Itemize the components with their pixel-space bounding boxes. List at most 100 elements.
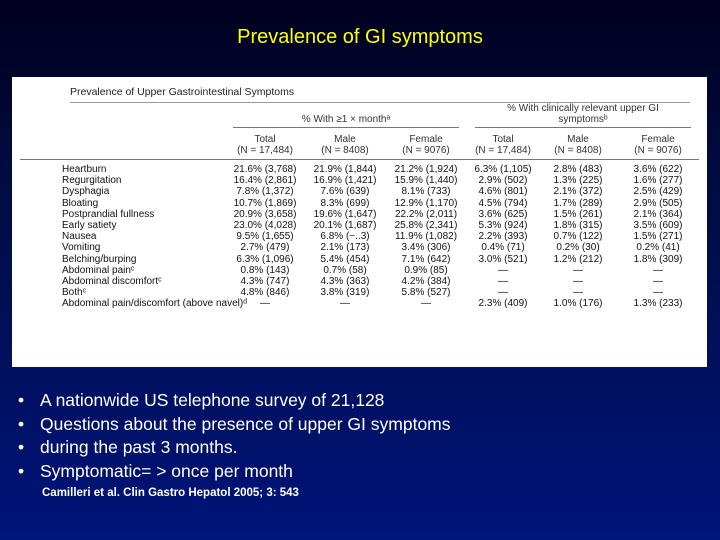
table-cell: 2.9% (502) (478, 175, 528, 187)
bullet-dot-icon: • (18, 437, 25, 457)
table-cell: 2.8% (483) (553, 164, 603, 175)
table-cell: 8.3% (699) (320, 197, 370, 209)
column-header: Female (N = 9076) (617, 128, 700, 160)
table-cell: 7.8% (1,372) (236, 186, 294, 198)
symptom-name: Postprandial fullness (62, 208, 155, 220)
table-cell: 0.2% (41) (636, 242, 680, 254)
column-header-n: (N = 17,484) (237, 145, 293, 156)
table-row: Early satiety 23.0% (4,028) 20.1% (1,687) 2… (20, 220, 699, 231)
symptom-name: Belching/burping (62, 253, 137, 265)
table-cell: 4.3% (747) (240, 276, 290, 288)
table-cell: 1.0% (176) (553, 298, 603, 310)
symptom-table: % With ≥1 × monthᵃ % With clinically rel… (20, 103, 700, 310)
column-header-label: Male (334, 134, 356, 145)
table-cell: 2.3% (409) (478, 298, 528, 310)
bullet-dot-icon: • (18, 390, 25, 410)
slide-title: Prevalence of GI symptoms (237, 26, 483, 48)
bullet-text: during the past 3 months. (40, 437, 238, 457)
symptom-name: Vomiting (62, 242, 101, 254)
table-cell: 3.8% (319) (320, 287, 370, 299)
table-cell: 10.7% (1,869) (233, 197, 297, 209)
table-cell: 6.8% (−..3) (320, 231, 370, 243)
column-header-n: (N = 9076) (402, 145, 450, 156)
table-cell: 3.4% (306) (401, 242, 451, 254)
citation: Camilleri et al. Clin Gastro Hepatol 200… (42, 487, 299, 499)
table-row: Belching/burping 6.3% (1,096) 5.4% (454) 7.… (20, 254, 699, 265)
table-cell: 4.5% (794) (478, 197, 528, 209)
table-cell: 25.8% (2,341) (394, 220, 458, 232)
table-cell: 22.2% (2,011) (394, 208, 458, 220)
column-header: Female (N = 9076) (385, 128, 468, 160)
header-spacer (20, 103, 225, 128)
group-header-clinical-line1: % With clinically relevant upper GI (507, 103, 659, 114)
bullet-item: • during the past 3 months. (18, 436, 451, 460)
column-header-label: Female (409, 134, 443, 145)
bullet-text: Symptomatic= > once per month (40, 460, 293, 481)
bullet-item: • Symptomatic= > once per month (18, 460, 451, 484)
table-row: Bothᶜ 4.8% (846) 3.8% (319) 5.8% (527) — — — (20, 287, 699, 298)
symptom-name: Abdominal painᶜ (62, 264, 135, 276)
table-cell: — (498, 287, 509, 299)
table-cell: 2.5% (429) (633, 186, 683, 198)
table-cell: — (573, 264, 584, 276)
column-header-row: Total (N = 17,484) Male (N = 8408) Female (N … (20, 128, 700, 160)
table-cell: 3.6% (625) (478, 208, 528, 220)
table-row: Regurgitation 16.4% (2,861) 16.9% (1,421) 1… (20, 175, 699, 186)
table-cell: 21.6% (3,768) (233, 164, 297, 175)
table-cell: — (573, 287, 584, 299)
table-row: Vomiting 2.7% (479) 2.1% (173) 3.4% (306) 0.… (20, 242, 699, 253)
table-cell: 1.6% (277) (633, 175, 683, 187)
column-header-label: Total (492, 134, 514, 145)
table-cell: — (653, 287, 664, 299)
table-cell: 2.1% (364) (633, 208, 683, 220)
table-cell: 2.9% (505) (633, 197, 683, 209)
column-header-n: (N = 8408) (554, 145, 602, 156)
column-header-n: (N = 8408) (321, 145, 369, 156)
table-cell: 1.3% (233) (633, 298, 683, 310)
table-cell: 6.3% (1,105) (474, 164, 532, 175)
table-cell: 3.5% (609) (633, 220, 683, 232)
table-cell: 5.8% (527) (401, 287, 451, 299)
table-cell: 4.8% (846) (240, 287, 290, 299)
table-cell: 19.6% (1,647) (313, 208, 377, 220)
bullet-item: • A nationwide US telephone survey of 21,… (18, 389, 451, 413)
table-cell: 0.4% (71) (481, 242, 525, 254)
table-cell: — (498, 276, 509, 288)
table-cell: 16.4% (2,861) (233, 175, 297, 187)
bullet-text: Questions about the presence of upper GI… (40, 413, 451, 434)
table-cell: 15.9% (1,440) (394, 175, 458, 187)
table-row: Abdominal painᶜ 0.8% (143) 0.7% (58) 0.9% (… (20, 265, 699, 276)
table-cell: 11.9% (1,082) (394, 231, 458, 243)
bullet-item: • Questions about the presence of upper G… (18, 413, 451, 437)
bullet-dot-icon: • (18, 413, 25, 434)
table-cell: — (653, 264, 664, 276)
table-cell: 1.8% (309) (633, 253, 683, 265)
table-body: Heartburn 21.6% (3,768) 21.9% (1,844) 21.2%… (20, 160, 699, 310)
table-row: Abdominal discomfortᶜ 4.3% (747) 4.3% (363… (20, 276, 699, 287)
column-header-label: Total (254, 134, 276, 145)
symptom-name: Regurgitation (62, 175, 122, 187)
table-cell: 1.3% (225) (553, 175, 603, 187)
table-cell: 2.7% (479) (240, 242, 290, 254)
table-cell: 0.7% (58) (323, 264, 367, 276)
bullet-text: A nationwide US telephone survey of 21,1… (40, 390, 385, 410)
table-cell: 1.5% (261) (553, 208, 603, 220)
table-cell: 2.1% (372) (553, 186, 603, 198)
column-header-n: (N = 9076) (634, 145, 682, 156)
table-cell: 0.2% (30) (556, 242, 600, 254)
symptom-name: Heartburn (62, 164, 107, 175)
table-cell: 20.9% (3,658) (233, 208, 297, 220)
column-header-n: (N = 17,484) (475, 145, 531, 156)
column-header: Total (N = 17,484) (225, 128, 305, 160)
table-cell: 2.1% (173) (320, 242, 370, 254)
table-cell: 8.1% (733) (401, 186, 451, 198)
table-cell: 16.9% (1,421) (313, 175, 377, 187)
table-cell: 9.5% (1,655) (236, 231, 294, 243)
table-cell: 5.3% (924) (478, 220, 528, 232)
table-cell: 21.2% (1,924) (394, 164, 458, 175)
table-cell: 4.6% (801) (478, 186, 528, 198)
table-row: Nausea 9.5% (1,655) 6.8% (−..3) 11.9% (1,08… (20, 231, 699, 242)
column-header-label: Female (641, 134, 675, 145)
bullet-list: • A nationwide US telephone survey of 21,… (18, 389, 451, 483)
table-cell: — (498, 264, 509, 276)
